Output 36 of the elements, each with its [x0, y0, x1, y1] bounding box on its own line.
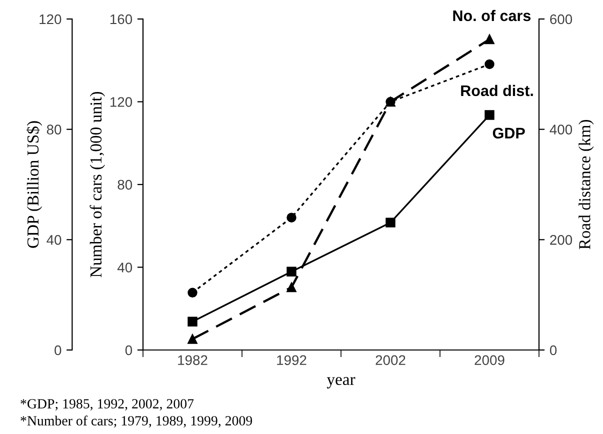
y3-tick-label: 40: [46, 235, 62, 245]
y-axis-title: Number of cars (1,000 unit): [90, 92, 105, 278]
y2-tick-label: 200: [550, 235, 572, 245]
x-axis-title: year: [326, 377, 356, 388]
point: [484, 34, 494, 44]
y3-tick-label: 120: [40, 14, 62, 24]
y2-tick-label: 600: [550, 14, 572, 24]
point: [484, 59, 494, 70]
y2-tick-label: 0: [550, 345, 557, 356]
y3-tick-label: 80: [46, 124, 62, 135]
y2-tick-label: 400: [550, 124, 572, 135]
point: [188, 316, 198, 326]
series-label: GDP: [492, 128, 525, 139]
point: [286, 212, 296, 222]
x-tick-label: 2009: [474, 355, 504, 366]
y3-axis-title: GDP (Billion US$): [26, 121, 42, 248]
point: [188, 334, 198, 344]
y2-axis-title: Road distance (km): [578, 120, 594, 250]
point: [286, 266, 296, 277]
point: [386, 218, 396, 228]
x-tick-label: 2002: [376, 355, 406, 366]
y-tick-label: 40: [117, 262, 132, 272]
point: [484, 110, 494, 120]
text: *GDP; 1985, 1992, 2002, 2007: [20, 399, 194, 410]
x-tick-label: 1982: [178, 355, 208, 366]
series-label: Road dist.: [461, 84, 533, 96]
y-tick-label: 80: [118, 180, 132, 190]
text: *Number of cars; 1979, 1989, 1999, 2009: [20, 416, 252, 428]
x-tick-label: 1992: [277, 355, 306, 366]
series-label: No. of cars: [453, 10, 531, 22]
y-tick-label: 0: [125, 345, 132, 356]
y-tick-label: 120: [110, 97, 132, 107]
y3-tick-label: 0: [54, 345, 62, 356]
y-tick-label: 160: [110, 14, 132, 24]
point: [286, 282, 296, 292]
point: [188, 288, 198, 298]
